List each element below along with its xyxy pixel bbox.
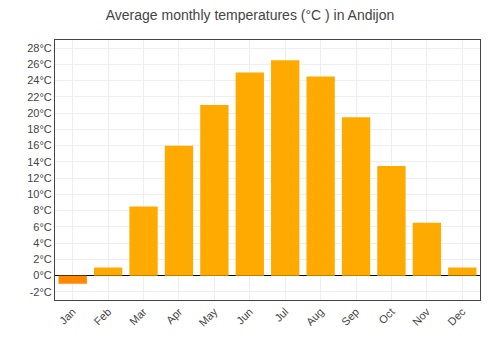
svg-text:Apr: Apr [164, 305, 185, 326]
svg-text:28°C: 28°C [27, 42, 52, 54]
svg-text:Jul: Jul [272, 306, 290, 324]
svg-text:Average monthly temperatures (: Average monthly temperatures (°C ) in An… [106, 7, 395, 23]
svg-text:Sep: Sep [339, 306, 361, 328]
svg-text:Jun: Jun [234, 306, 255, 327]
svg-text:14°C: 14°C [27, 156, 52, 168]
svg-text:8°C: 8°C [33, 204, 52, 216]
svg-text:26°C: 26°C [27, 58, 52, 70]
svg-text:May: May [197, 305, 221, 329]
svg-text:Mar: Mar [127, 305, 149, 327]
svg-text:0°C: 0°C [33, 269, 52, 281]
svg-text:20°C: 20°C [27, 107, 52, 119]
svg-text:Dec: Dec [445, 305, 468, 328]
svg-text:Feb: Feb [92, 306, 114, 328]
svg-text:10°C: 10°C [27, 188, 52, 200]
svg-text:24°C: 24°C [27, 74, 52, 86]
svg-text:18°C: 18°C [27, 123, 52, 135]
svg-text:4°C: 4°C [33, 237, 52, 249]
svg-text:Oct: Oct [376, 306, 397, 327]
svg-text:2°C: 2°C [33, 253, 52, 265]
svg-text:-2°C: -2°C [30, 286, 52, 298]
svg-text:Jan: Jan [57, 306, 78, 327]
svg-text:Nov: Nov [410, 305, 433, 328]
svg-text:12°C: 12°C [27, 172, 52, 184]
svg-text:16°C: 16°C [27, 139, 52, 151]
svg-text:6°C: 6°C [33, 221, 52, 233]
svg-text:Aug: Aug [304, 306, 326, 328]
svg-text:22°C: 22°C [27, 91, 52, 103]
